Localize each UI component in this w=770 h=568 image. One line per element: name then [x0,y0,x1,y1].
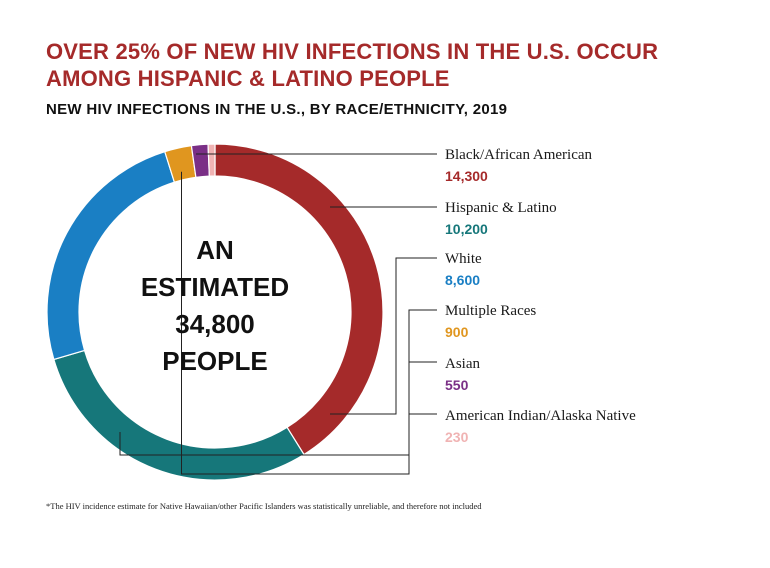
legend-label: Black/African American [445,147,593,163]
legend-value: 230 [445,429,469,445]
slice-american-indian-alaska-native [207,143,216,177]
legend-value: 14,300 [445,168,488,184]
legend-item-american-indian-alaska-native: American Indian/Alaska Native 230 [445,407,636,447]
legend-label: American Indian/Alaska Native [445,408,636,424]
legend-label: Asian [445,356,480,372]
legend-item-multiple-races: Multiple Races 900 [445,302,536,342]
center-line-4: PEOPLE [162,346,268,376]
footnote: *The HIV incidence estimate for Native H… [46,501,482,511]
center-total-label: AN ESTIMATED 34,800 PEOPLE [100,232,330,380]
legend-value: 550 [445,377,469,393]
legend-item-white: White 8,600 [445,250,482,290]
legend-value: 10,200 [445,221,488,237]
donut-slices [46,143,384,481]
legend-item-hispanic-latino: Hispanic & Latino 10,200 [445,199,557,239]
center-line-2: ESTIMATED [140,272,290,302]
leader-line-white [330,257,437,415]
legend-item-asian: Asian 550 [445,355,480,395]
chart-title: OVER 25% OF NEW HIV INFECTIONS IN THE U.… [46,39,659,91]
leader-line-multiple-races [181,171,437,475]
legend-label: White [445,251,482,267]
leader-lines [119,153,437,475]
legend-item-black-african-american: Black/African American 14,300 [445,146,592,186]
legend-label: Hispanic & Latino [445,200,557,216]
center-line-1: AN [196,235,234,265]
chart-subtitle: NEW HIV INFECTIONS IN THE U.S., BY RACE/… [46,101,508,118]
legend-value: 900 [445,324,469,340]
legend-value: 8,600 [445,272,481,288]
leader-line-american-indian-alaska-native [119,432,409,456]
legend-label: Multiple Races [445,303,537,319]
center-line-3: 34,800 [175,309,255,339]
